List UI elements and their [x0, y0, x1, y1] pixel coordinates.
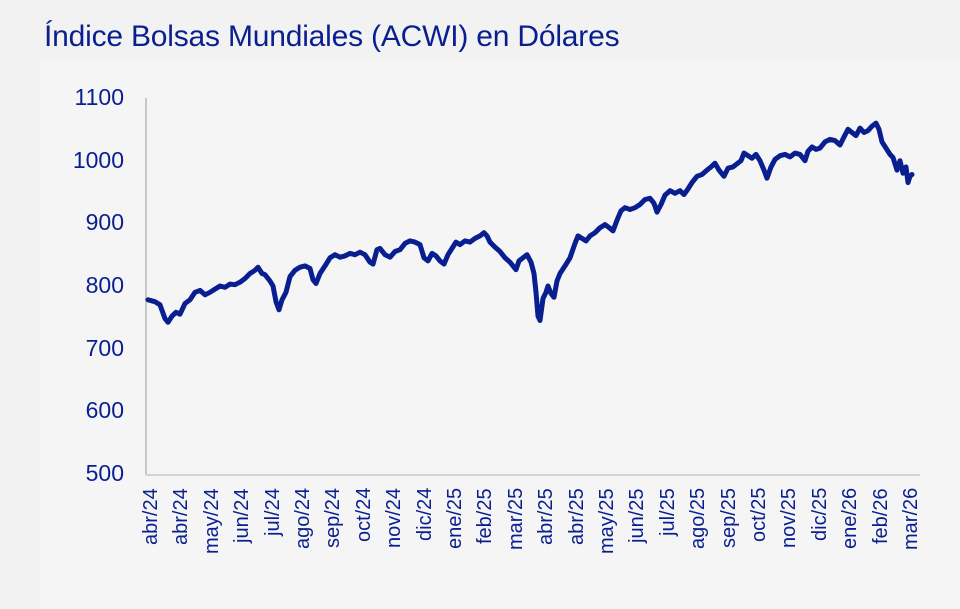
y-tick-label: 600 [85, 397, 124, 424]
y-tick-label: 900 [85, 209, 124, 236]
x-tick-label: ago/25 [687, 487, 710, 549]
x-tick-label: nov/24 [383, 487, 406, 548]
x-tick-label: mar/25 [504, 487, 527, 550]
x-tick-label: abr/25 [535, 488, 558, 545]
x-tick-label: dic/25 [808, 487, 831, 541]
x-tick-label: ene/26 [839, 487, 862, 549]
x-tick-label: ene/25 [444, 487, 466, 549]
x-tick-label: oct/25 [748, 487, 770, 542]
x-tick-label: jun/25 [626, 488, 649, 544]
x-tick-label: oct/24 [352, 487, 375, 542]
x-tick-label: jul/25 [656, 488, 679, 536]
x-tick-label: ago/24 [292, 487, 314, 549]
x-tick-label: abr/24 [170, 488, 193, 545]
x-tick-label: abr/24 [140, 488, 162, 545]
acwi-series-line [145, 120, 915, 325]
x-tick-label: jun/24 [231, 488, 254, 544]
y-tick-label: 700 [85, 334, 124, 361]
x-tick-label: nov/25 [778, 487, 801, 548]
x-tick-label: may/24 [200, 488, 223, 554]
x-tick-label: feb/25 [474, 488, 497, 544]
y-tick-label: 800 [85, 272, 124, 298]
y-tick-label: 500 [85, 460, 124, 486]
x-tick-label: may/25 [596, 488, 618, 554]
y-tick-label: 1000 [72, 146, 124, 173]
x-tick-label: abr/25 [565, 488, 588, 545]
y-tick-label: 1100 [74, 84, 124, 110]
x-tick-label: jul/24 [261, 488, 284, 536]
x-tick-label: dic/24 [413, 487, 436, 541]
x-tick-label: mar/26 [900, 487, 922, 550]
chart-title: Índice Bolsas Mundiales (ACWI) en Dólare… [44, 20, 620, 53]
x-tick-label: sep/24 [322, 487, 345, 548]
x-tick-label: sep/25 [717, 487, 740, 548]
x-tick-label: feb/26 [869, 488, 892, 544]
